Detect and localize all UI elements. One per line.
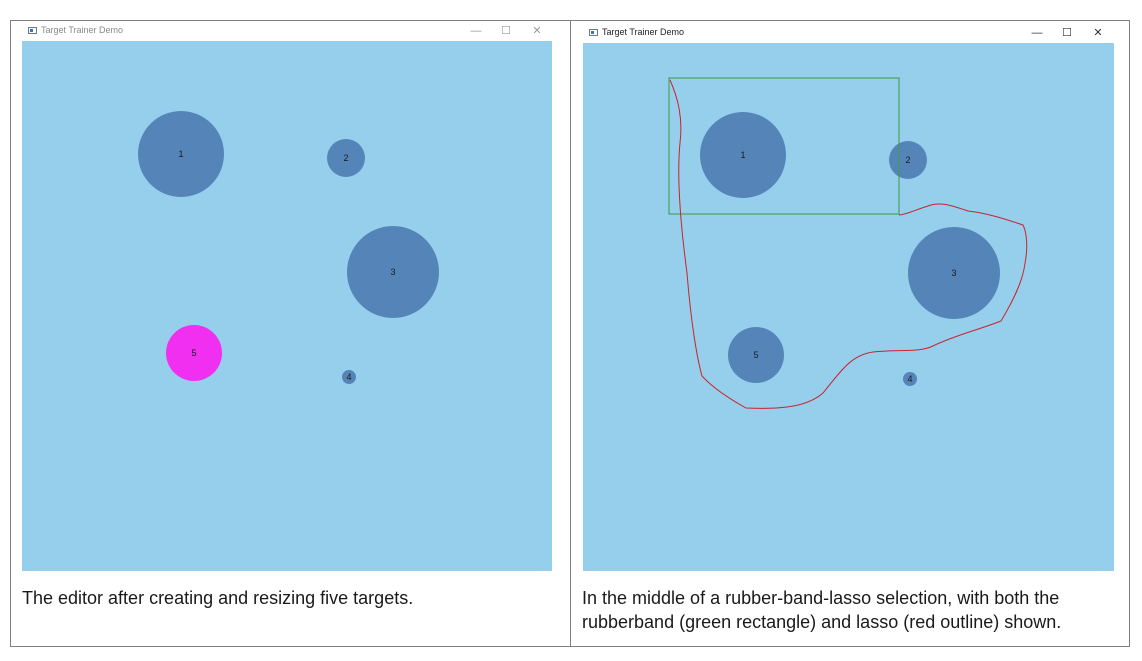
target-4-circle[interactable] bbox=[903, 372, 917, 386]
target-2-label: 2 bbox=[343, 153, 348, 163]
target-3[interactable]: 3 bbox=[347, 226, 439, 318]
minimize-icon[interactable]: — bbox=[470, 25, 482, 37]
left-app-window: Target Trainer Demo — ☐ ✕ 1 2 bbox=[22, 21, 552, 571]
target-1-label: 1 bbox=[740, 150, 745, 160]
right-caption: In the middle of a rubber-band-lasso sel… bbox=[582, 586, 1061, 634]
maximize-icon[interactable]: ☐ bbox=[501, 25, 511, 37]
lasso-outline bbox=[669, 79, 1028, 409]
target-4-label: 4 bbox=[346, 372, 351, 382]
target-2[interactable]: 2 bbox=[327, 139, 365, 177]
column-divider bbox=[570, 21, 571, 646]
target-4-label: 4 bbox=[907, 374, 912, 384]
target-1-circle[interactable] bbox=[700, 112, 786, 198]
right-window-title: Target Trainer Demo bbox=[602, 27, 685, 37]
target-2[interactable]: 2 bbox=[889, 141, 927, 179]
minimize-icon[interactable]: — bbox=[1031, 27, 1043, 39]
left-target-canvas[interactable]: 1 2 3 4 5 bbox=[22, 41, 552, 571]
target-5-label: 5 bbox=[753, 350, 758, 360]
target-3-label: 3 bbox=[390, 267, 395, 277]
target-4[interactable]: 4 bbox=[342, 370, 356, 384]
target-5-circle[interactable] bbox=[166, 325, 222, 381]
figure-table: Target Trainer Demo — ☐ ✕ 1 2 bbox=[10, 20, 1130, 647]
close-icon[interactable]: ✕ bbox=[1093, 27, 1103, 39]
target-4[interactable]: 4 bbox=[903, 372, 917, 386]
target-3-circle[interactable] bbox=[908, 227, 1000, 319]
target-1[interactable]: 1 bbox=[138, 111, 224, 197]
target-1-label: 1 bbox=[178, 149, 183, 159]
left-canvas-svg: 1 2 3 4 5 bbox=[138, 111, 439, 384]
right-caption-line-2: rubberband (green rectangle) and lasso (… bbox=[582, 612, 1062, 632]
rubberband-rectangle bbox=[668, 77, 900, 215]
left-window-title: Target Trainer Demo bbox=[41, 25, 124, 35]
left-caption: The editor after creating and resizing f… bbox=[22, 588, 414, 608]
left-title-bar[interactable]: Target Trainer Demo — ☐ ✕ bbox=[22, 21, 552, 41]
target-5[interactable]: 5 bbox=[728, 327, 784, 383]
maximize-icon[interactable]: ☐ bbox=[1062, 27, 1072, 39]
right-app-window: Target Trainer Demo — ☐ ✕ 1 2 bbox=[583, 23, 1114, 571]
app-window-icon bbox=[28, 27, 37, 34]
left-panel: Target Trainer Demo — ☐ ✕ 1 2 bbox=[11, 21, 570, 646]
target-1[interactable]: 1 bbox=[700, 112, 786, 198]
target-3-label: 3 bbox=[951, 268, 956, 278]
right-target-canvas[interactable]: 1 2 3 4 5 bbox=[583, 43, 1114, 571]
target-5-circle[interactable] bbox=[728, 327, 784, 383]
right-title-bar[interactable]: Target Trainer Demo — ☐ ✕ bbox=[583, 23, 1114, 43]
right-caption-line-1: In the middle of a rubber-band-lasso sel… bbox=[582, 588, 1060, 608]
target-2-label: 2 bbox=[905, 155, 910, 165]
target-3[interactable]: 3 bbox=[908, 227, 1000, 319]
target-1-circle[interactable] bbox=[138, 111, 224, 197]
right-panel: Target Trainer Demo — ☐ ✕ 1 2 bbox=[571, 21, 1129, 646]
target-5-label: 5 bbox=[191, 348, 196, 358]
right-canvas-svg: 1 2 3 4 5 bbox=[668, 77, 1028, 409]
target-5-selected[interactable]: 5 bbox=[166, 325, 222, 381]
target-3-circle[interactable] bbox=[347, 226, 439, 318]
close-icon[interactable]: ✕ bbox=[532, 25, 542, 37]
target-4-circle[interactable] bbox=[342, 370, 356, 384]
app-window-icon bbox=[589, 29, 598, 36]
target-2-circle[interactable] bbox=[327, 139, 365, 177]
